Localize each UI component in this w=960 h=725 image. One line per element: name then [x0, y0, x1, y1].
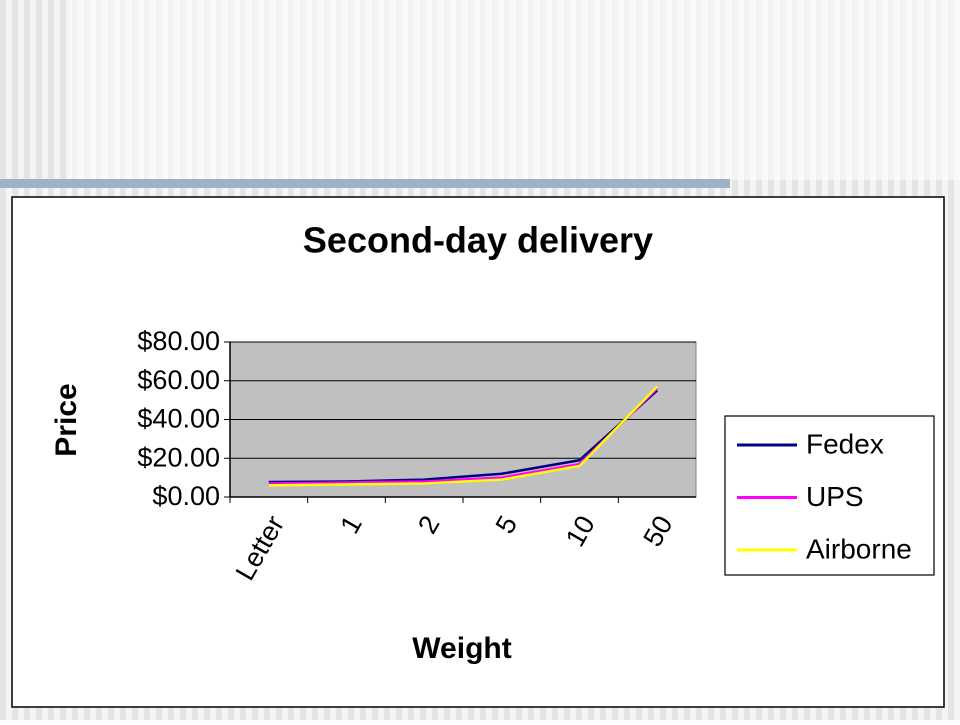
chart-title: Second-day delivery — [303, 220, 653, 261]
y-axis-title: Price — [50, 383, 83, 456]
x-axis-title: Weight — [412, 632, 511, 665]
y-tick-label: $80.00 — [137, 326, 220, 356]
series-line — [268, 385, 659, 487]
legend-label: Airborne — [806, 533, 912, 564]
y-tick-label: $60.00 — [137, 365, 220, 395]
y-tick-label: $40.00 — [137, 404, 220, 434]
legend-label: Fedex — [806, 428, 884, 459]
y-tick-label: $0.00 — [152, 481, 220, 511]
y-tick-label: $20.00 — [137, 442, 220, 472]
accent-bar — [0, 179, 730, 188]
legend-label: UPS — [806, 481, 864, 512]
background-fade — [70, 0, 960, 180]
